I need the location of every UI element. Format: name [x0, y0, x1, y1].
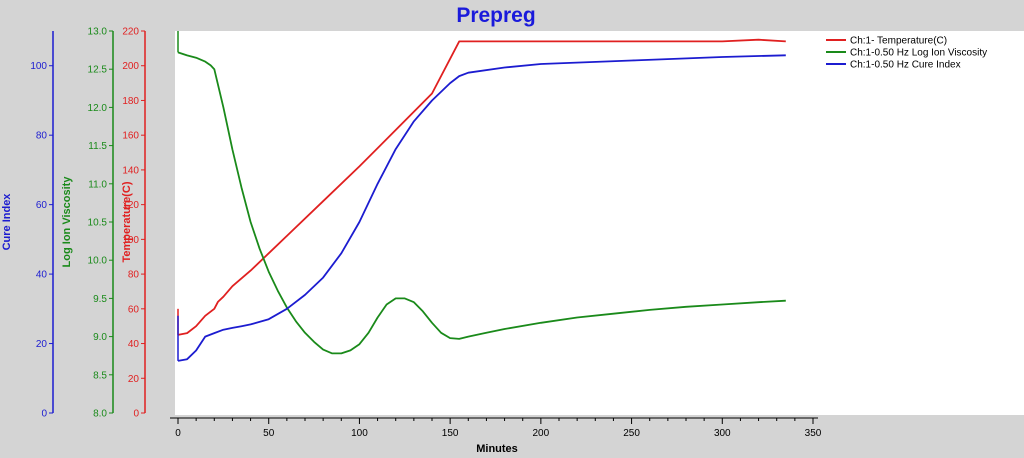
- viscosity-tick-label: 12.5: [88, 65, 108, 76]
- temperature-series-line: [177, 38, 786, 336]
- x-tick-label: 150: [442, 428, 459, 439]
- cure-tick-label: 40: [36, 270, 48, 281]
- x-tick-label: 0: [175, 428, 181, 439]
- chart-title: Prepreg: [456, 4, 535, 27]
- cure-series-line: [177, 54, 786, 362]
- viscosity-series-line: [177, 51, 786, 355]
- temperature-tick-label: 100: [122, 235, 139, 246]
- x-tick-label: 350: [805, 428, 822, 439]
- legend-label: Ch:1-0.50 Hz Log Ion Viscosity: [850, 48, 987, 59]
- temperature-tick-label: 40: [128, 339, 140, 350]
- legend-label: Ch:1- Temperature(C): [850, 36, 947, 47]
- viscosity-tick-label: 10.5: [88, 218, 108, 229]
- viscosity-tick-label: 10.0: [88, 256, 108, 267]
- temperature-tick-label: 80: [128, 270, 140, 281]
- temperature-tick-label: 120: [122, 200, 139, 211]
- cure-tick-label: 20: [36, 339, 48, 350]
- cure-axis-title: Cure Index: [1, 193, 13, 251]
- temperature-tick-label: 200: [122, 61, 139, 72]
- temperature-tick-label: 220: [122, 27, 139, 38]
- temperature-tick-label: 140: [122, 165, 139, 176]
- viscosity-tick-label: 11.0: [88, 179, 107, 190]
- temperature-tick-label: 160: [122, 131, 139, 142]
- temperature-tick-label: 20: [128, 374, 140, 385]
- x-tick-label: 250: [623, 428, 640, 439]
- viscosity-tick-label: 11.5: [88, 141, 107, 152]
- cure-tick-label: 0: [41, 409, 47, 420]
- plot-area: [175, 31, 818, 415]
- temperature-tick-label: 0: [133, 409, 139, 420]
- viscosity-tick-label: 12.0: [88, 103, 108, 114]
- legend-area: [818, 31, 1024, 415]
- cure-tick-label: 100: [30, 61, 47, 72]
- x-tick-label: 300: [714, 428, 731, 439]
- legend-label: Ch:1-0.50 Hz Cure Index: [850, 60, 961, 71]
- viscosity-tick-label: 13.0: [88, 27, 108, 38]
- x-tick-label: 200: [533, 428, 550, 439]
- x-axis-title: Minutes: [476, 443, 518, 455]
- cure-tick-label: 60: [36, 200, 48, 211]
- cure-tick-label: 80: [36, 131, 48, 142]
- temperature-tick-label: 180: [122, 96, 139, 107]
- viscosity-tick-label: 9.5: [93, 294, 107, 305]
- temperature-axis-title: Temperature(C): [121, 181, 133, 262]
- viscosity-tick-label: 8.0: [93, 409, 107, 420]
- x-tick-label: 100: [351, 428, 368, 439]
- viscosity-tick-label: 9.0: [93, 332, 107, 343]
- viscosity-axis-title: Log Ion Viscosity: [61, 176, 73, 268]
- x-tick-label: 50: [263, 428, 275, 439]
- viscosity-tick-label: 8.5: [93, 370, 107, 381]
- temperature-tick-label: 60: [128, 304, 140, 315]
